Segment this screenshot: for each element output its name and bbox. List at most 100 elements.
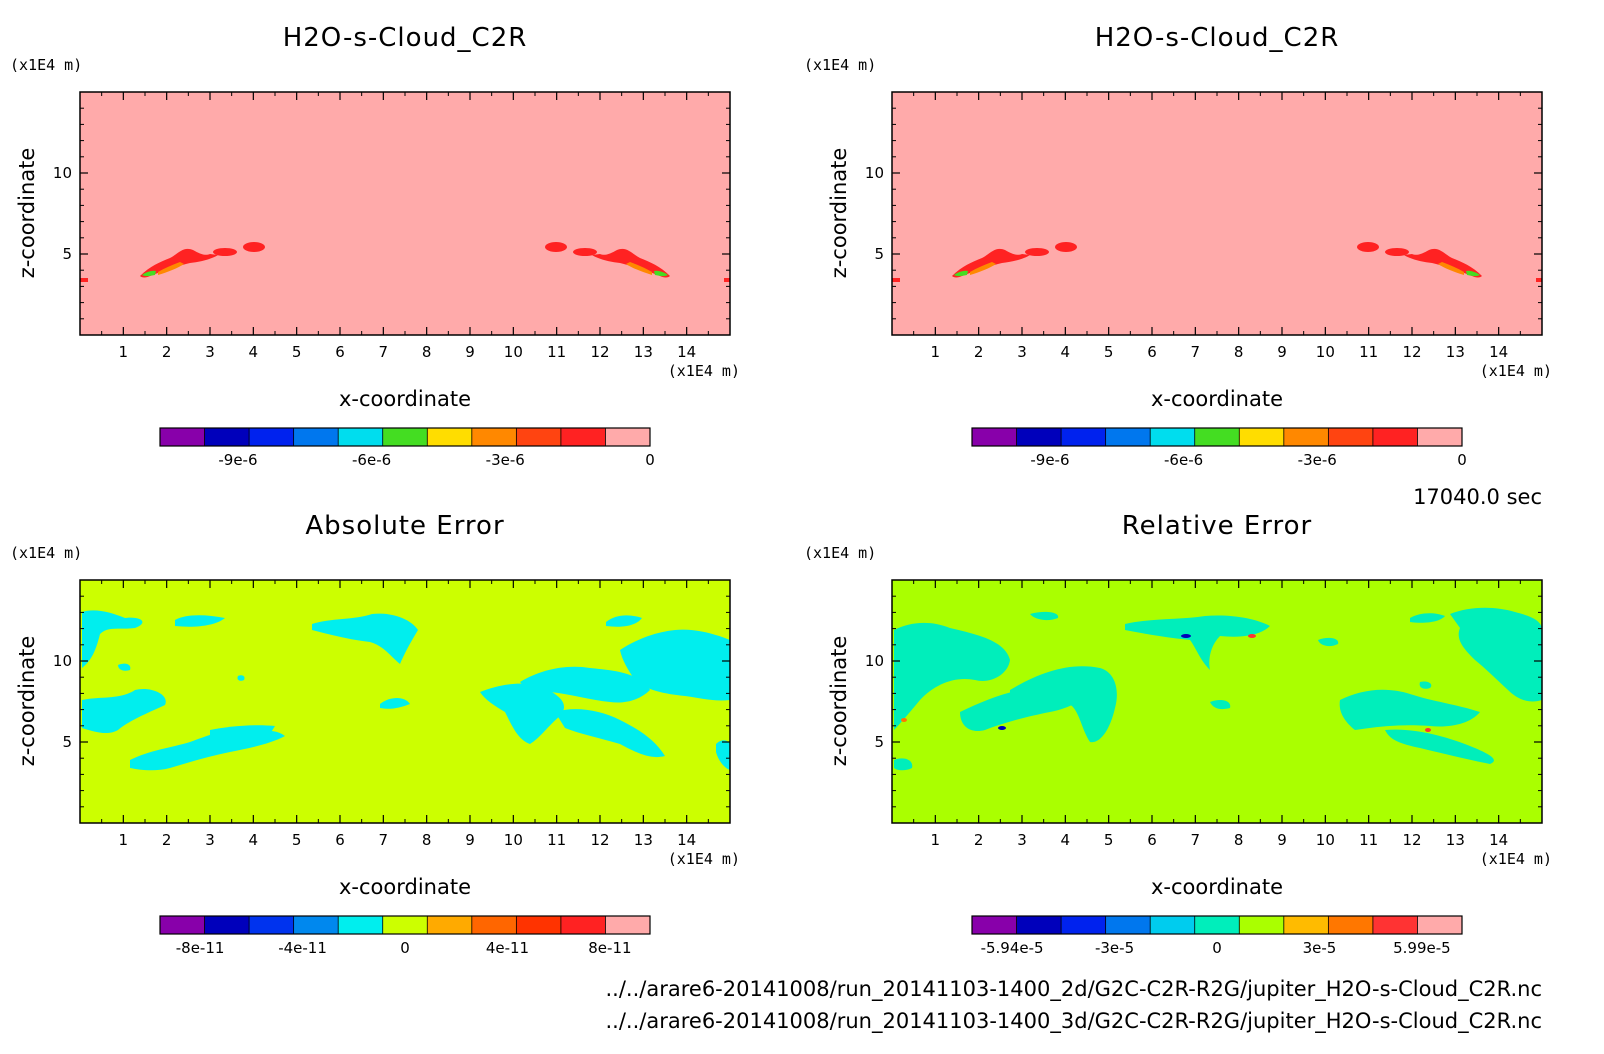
- panel-3-spot-red-2: [1425, 728, 1431, 732]
- colorbar-swatch: [1016, 428, 1062, 446]
- panel-1-x-unit: (x1E4 m): [1480, 362, 1552, 380]
- colorbar-swatch: [1417, 916, 1463, 934]
- colorbar-swatch: [1283, 916, 1329, 934]
- panel-0-edge-right: [724, 278, 730, 282]
- panel-0-y-ticks: 5 10: [53, 107, 730, 320]
- x-tick-label: 6: [1147, 831, 1157, 849]
- panel-1-cloud-right-core: [1438, 262, 1464, 275]
- x-tick-label: 3: [1017, 831, 1027, 849]
- panel-1-cloud-right-mid: [1385, 248, 1409, 256]
- panel-3-error-patches: [894, 607, 1542, 771]
- colorbar-swatch: [1105, 428, 1151, 446]
- x-tick-label: 5: [292, 343, 302, 361]
- x-tick-label: 3: [205, 831, 215, 849]
- panel-0-cloud-left-edge: [142, 270, 156, 277]
- colorbar-tick-label: -4e-11: [278, 939, 327, 957]
- x-tick-label: 6: [335, 343, 345, 361]
- colorbar-tick-label: -9e-6: [218, 451, 257, 469]
- y-tick-label: 10: [865, 164, 884, 182]
- colorbar-swatch: [1239, 916, 1285, 934]
- x-tick-label: 2: [974, 343, 984, 361]
- x-tick-label: 3: [1017, 343, 1027, 361]
- colorbar-swatch: [471, 428, 517, 446]
- panel-0-cloud-left-mid: [213, 248, 237, 256]
- y-tick-label: 5: [62, 245, 72, 263]
- x-tick-label: 14: [1489, 831, 1508, 849]
- panel-1-cloud-right-top: [1357, 242, 1379, 252]
- panel-3-field: [892, 580, 1542, 823]
- time-label: 17040.0 sec: [1413, 485, 1542, 509]
- x-tick-label: 6: [1147, 343, 1157, 361]
- panel-3-spot-blue: [1181, 634, 1191, 638]
- y-tick-label: 10: [53, 164, 72, 182]
- x-tick-label: 12: [590, 343, 609, 361]
- panel-0-field: [80, 92, 730, 335]
- panel-0-cloud-left-core: [158, 262, 184, 275]
- panel-1-colorbar: -9e-6 -6e-6 -3e-6 0: [971, 427, 1467, 469]
- colorbar-frame: [159, 915, 651, 935]
- x-tick-label: 9: [465, 343, 475, 361]
- panel-1-y-label: z-coordinate: [827, 148, 851, 279]
- colorbar-tick-label: 0: [645, 451, 655, 469]
- x-tick-label: 11: [1359, 343, 1378, 361]
- x-tick-label: 7: [1191, 831, 1201, 849]
- x-tick-label: 8: [422, 831, 432, 849]
- x-tick-label: 14: [677, 343, 696, 361]
- colorbar-swatch: [972, 916, 1018, 934]
- panel-0-background: [80, 92, 730, 335]
- colorbar-swatch: [1283, 428, 1329, 446]
- panel-1-y-ticks: 5 10: [865, 107, 1542, 320]
- x-tick-label: 3: [205, 343, 215, 361]
- colorbar-tick-label: 0: [1457, 451, 1467, 469]
- panel-1-cloud-left-mid: [1025, 248, 1049, 256]
- colorbar-swatch: [1105, 916, 1151, 934]
- colorbar-swatch: [293, 428, 339, 446]
- colorbar-swatch: [1061, 428, 1107, 446]
- colorbar-tick-label: 5.99e-5: [1393, 939, 1451, 957]
- x-tick-label: 6: [335, 831, 345, 849]
- panel-1-field: [892, 92, 1542, 335]
- x-tick-label: 5: [1104, 831, 1114, 849]
- x-tick-label: 11: [547, 831, 566, 849]
- x-tick-label: 9: [1277, 831, 1287, 849]
- colorbar-swatch: [338, 916, 384, 934]
- x-tick-label: 13: [634, 343, 653, 361]
- x-tick-label: 8: [1234, 343, 1244, 361]
- panel-1: H2O-s-Cloud_C2R (x1E4 m) 1 2 3 4 5 6 7 8 9 10 11 12…: [804, 23, 1552, 469]
- x-tick-label: 4: [249, 343, 259, 361]
- panel-0-cloud-right-top: [545, 242, 567, 252]
- panel-2-title: Absolute Error: [305, 511, 504, 541]
- panel-0-x-ticks: 1 2 3 4 5 6 7 8 9 10 11 12 13 14: [101, 92, 709, 361]
- panel-2-field: [80, 580, 730, 823]
- colorbar-swatch: [1061, 916, 1107, 934]
- panel-0-x-unit: (x1E4 m): [668, 362, 740, 380]
- colorbar-swatch: [605, 916, 651, 934]
- colorbar-tick-label: 0: [400, 939, 410, 957]
- panel-1-cloud-right-edge: [1466, 270, 1480, 277]
- colorbar-tick-label: -6e-6: [1164, 451, 1203, 469]
- x-tick-label: 5: [1104, 343, 1114, 361]
- colorbar-tick-label: -8e-11: [176, 939, 225, 957]
- panel-0-cloud-left-top: [243, 242, 265, 252]
- x-tick-label: 7: [379, 831, 389, 849]
- colorbar-swatch: [1372, 916, 1418, 934]
- panel-3-y-unit: (x1E4 m): [804, 544, 876, 562]
- colorbar-swatch: [204, 916, 250, 934]
- x-tick-label: 1: [931, 343, 941, 361]
- colorbar-swatch: [516, 916, 562, 934]
- panel-3: Relative Error (x1E4 m): [804, 511, 1552, 957]
- colorbar-swatch: [471, 916, 517, 934]
- colorbar-swatch: [1328, 428, 1374, 446]
- x-tick-label: 1: [119, 343, 129, 361]
- colorbar-tick-label: -5.94e-5: [981, 939, 1044, 957]
- colorbar-tick-label: 0: [1212, 939, 1222, 957]
- file-path-2d: ../../arare6-20141008/run_20141103-1400_…: [606, 977, 1543, 1002]
- panel-1-y-unit: (x1E4 m): [804, 56, 876, 74]
- y-tick-label: 5: [874, 245, 884, 263]
- x-tick-label: 12: [1402, 831, 1421, 849]
- panel-1-cloud-left-edge: [954, 270, 968, 277]
- colorbar-tick-label: -6e-6: [352, 451, 391, 469]
- panel-0-y-unit: (x1E4 m): [10, 56, 82, 74]
- x-tick-label: 4: [249, 831, 259, 849]
